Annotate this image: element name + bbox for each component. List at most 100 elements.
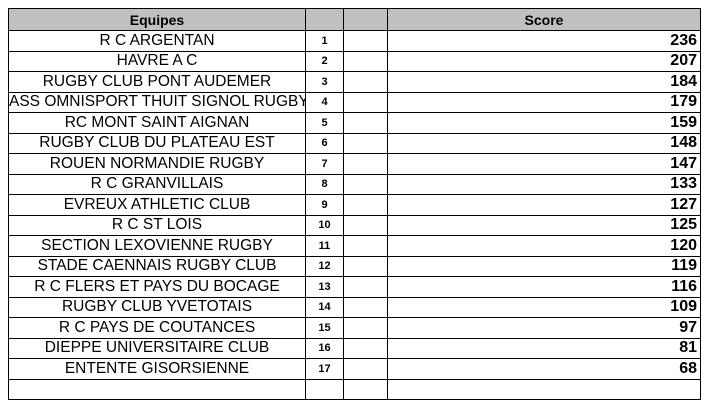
blank-cell bbox=[343, 194, 388, 216]
score-cell: 116 bbox=[387, 276, 701, 298]
table-row: RUGBY CLUB YVETOTAIS 14 109 bbox=[8, 296, 701, 318]
team-name: R C PAYS DE COUTANCES bbox=[58, 318, 256, 336]
team-name: EVREUX ATHLETIC CLUB bbox=[63, 195, 251, 213]
team-cell: STADE CAENNAIS RUGBY CLUB bbox=[8, 255, 306, 277]
team-name: SECTION LEXOVIENNE RUGBY bbox=[41, 236, 273, 254]
score-cell: 148 bbox=[387, 132, 701, 154]
table-row: STADE CAENNAIS RUGBY CLUB 12 119 bbox=[8, 255, 701, 277]
rank-cell: 8 bbox=[305, 173, 344, 195]
score-cell: 127 bbox=[387, 194, 701, 216]
table-row: ROUEN NORMANDIE RUGBY 7 147 bbox=[8, 153, 701, 175]
team-cell bbox=[8, 378, 306, 400]
rank-cell: 7 bbox=[305, 153, 344, 175]
team-name: RUGBY CLUB YVETOTAIS bbox=[61, 298, 253, 316]
table-row bbox=[8, 378, 701, 400]
header-rank bbox=[305, 8, 344, 31]
blank-cell bbox=[343, 378, 388, 400]
rank-cell: 16 bbox=[305, 337, 344, 359]
rank-cell: 9 bbox=[305, 194, 344, 216]
team-cell: R C ST LOIS bbox=[8, 214, 306, 236]
header-blank bbox=[343, 8, 388, 31]
header-score: Score bbox=[387, 8, 701, 31]
team-cell: R C GRANVILLAIS bbox=[8, 173, 306, 195]
blank-cell bbox=[343, 255, 388, 277]
rank-cell: 14 bbox=[305, 296, 344, 318]
team-cell: R C PAYS DE COUTANCES bbox=[8, 317, 306, 339]
team-name: RUGBY CLUB DU PLATEAU EST bbox=[39, 134, 275, 152]
team-name: ASS OMNISPORT THUIT SIGNOL RUGBY bbox=[9, 93, 305, 111]
team-cell: ENTENTE GISORSIENNE bbox=[8, 358, 306, 380]
rank-cell: 1 bbox=[305, 30, 344, 52]
score-cell: 97 bbox=[387, 317, 701, 339]
blank-cell bbox=[343, 235, 388, 257]
team-cell: RUGBY CLUB YVETOTAIS bbox=[8, 296, 306, 318]
rank-cell: 6 bbox=[305, 132, 344, 154]
score-cell: 68 bbox=[387, 358, 701, 380]
rank-cell: 17 bbox=[305, 358, 344, 380]
score-cell bbox=[387, 378, 701, 400]
blank-cell bbox=[343, 91, 388, 113]
team-cell: EVREUX ATHLETIC CLUB bbox=[8, 194, 306, 216]
blank-cell bbox=[343, 132, 388, 154]
score-cell: 81 bbox=[387, 337, 701, 359]
team-name: RC MONT SAINT AIGNAN bbox=[64, 113, 250, 131]
blank-cell bbox=[343, 296, 388, 318]
blank-cell bbox=[343, 337, 388, 359]
team-name: ENTENTE GISORSIENNE bbox=[64, 359, 250, 377]
table-row: RUGBY CLUB DU PLATEAU EST 6 148 bbox=[8, 132, 701, 154]
header-team: Equipes bbox=[8, 8, 306, 31]
score-cell: 184 bbox=[387, 71, 701, 93]
blank-cell bbox=[343, 112, 388, 134]
table-row: SECTION LEXOVIENNE RUGBY 11 120 bbox=[8, 235, 701, 257]
header-row: Equipes Score bbox=[8, 8, 701, 31]
team-name: STADE CAENNAIS RUGBY CLUB bbox=[37, 257, 277, 275]
rank-cell: 15 bbox=[305, 317, 344, 339]
table-row: RUGBY CLUB PONT AUDEMER 3 184 bbox=[8, 71, 701, 93]
score-cell: 179 bbox=[387, 91, 701, 113]
team-name: R C ST LOIS bbox=[111, 216, 203, 234]
rank-cell: 2 bbox=[305, 50, 344, 72]
team-cell: DIEPPE UNIVERSITAIRE CLUB bbox=[8, 337, 306, 359]
blank-cell bbox=[343, 153, 388, 175]
table-row: ASS OMNISPORT THUIT SIGNOL RUGBY 4 179 bbox=[8, 91, 701, 113]
score-cell: 159 bbox=[387, 112, 701, 134]
team-name: HAVRE A C bbox=[116, 52, 198, 70]
rank-cell: 5 bbox=[305, 112, 344, 134]
table-row: HAVRE A C 2 207 bbox=[8, 50, 701, 72]
table-row: R C PAYS DE COUTANCES 15 97 bbox=[8, 317, 701, 339]
table-row: R C GRANVILLAIS 8 133 bbox=[8, 173, 701, 195]
rank-cell: 3 bbox=[305, 71, 344, 93]
score-cell: 133 bbox=[387, 173, 701, 195]
team-name: R C GRANVILLAIS bbox=[90, 175, 224, 193]
score-cell: 119 bbox=[387, 255, 701, 277]
team-name: R C ARGENTAN bbox=[99, 31, 215, 49]
rank-cell: 12 bbox=[305, 255, 344, 277]
team-cell: ROUEN NORMANDIE RUGBY bbox=[8, 153, 306, 175]
blank-cell bbox=[343, 71, 388, 93]
blank-cell bbox=[343, 50, 388, 72]
team-cell: RUGBY CLUB DU PLATEAU EST bbox=[8, 132, 306, 154]
table-row: R C FLERS ET PAYS DU BOCAGE 13 116 bbox=[8, 276, 701, 298]
team-cell: R C FLERS ET PAYS DU BOCAGE bbox=[8, 276, 306, 298]
table-row: R C ST LOIS 10 125 bbox=[8, 214, 701, 236]
team-cell: RC MONT SAINT AIGNAN bbox=[8, 112, 306, 134]
table-row: RC MONT SAINT AIGNAN 5 159 bbox=[8, 112, 701, 134]
blank-cell bbox=[343, 358, 388, 380]
rank-cell bbox=[305, 378, 344, 400]
team-cell: R C ARGENTAN bbox=[8, 30, 306, 52]
team-name: ROUEN NORMANDIE RUGBY bbox=[49, 154, 265, 172]
rank-cell: 4 bbox=[305, 91, 344, 113]
score-cell: 147 bbox=[387, 153, 701, 175]
rank-cell: 10 bbox=[305, 214, 344, 236]
team-cell: ASS OMNISPORT THUIT SIGNOL RUGBY bbox=[8, 91, 306, 113]
blank-cell bbox=[343, 30, 388, 52]
score-cell: 207 bbox=[387, 50, 701, 72]
blank-cell bbox=[343, 276, 388, 298]
team-cell: RUGBY CLUB PONT AUDEMER bbox=[8, 71, 306, 93]
team-name: RUGBY CLUB PONT AUDEMER bbox=[42, 72, 272, 90]
rank-cell: 11 bbox=[305, 235, 344, 257]
table-row: R C ARGENTAN 1 236 bbox=[8, 30, 701, 52]
score-cell: 236 bbox=[387, 30, 701, 52]
blank-cell bbox=[343, 173, 388, 195]
